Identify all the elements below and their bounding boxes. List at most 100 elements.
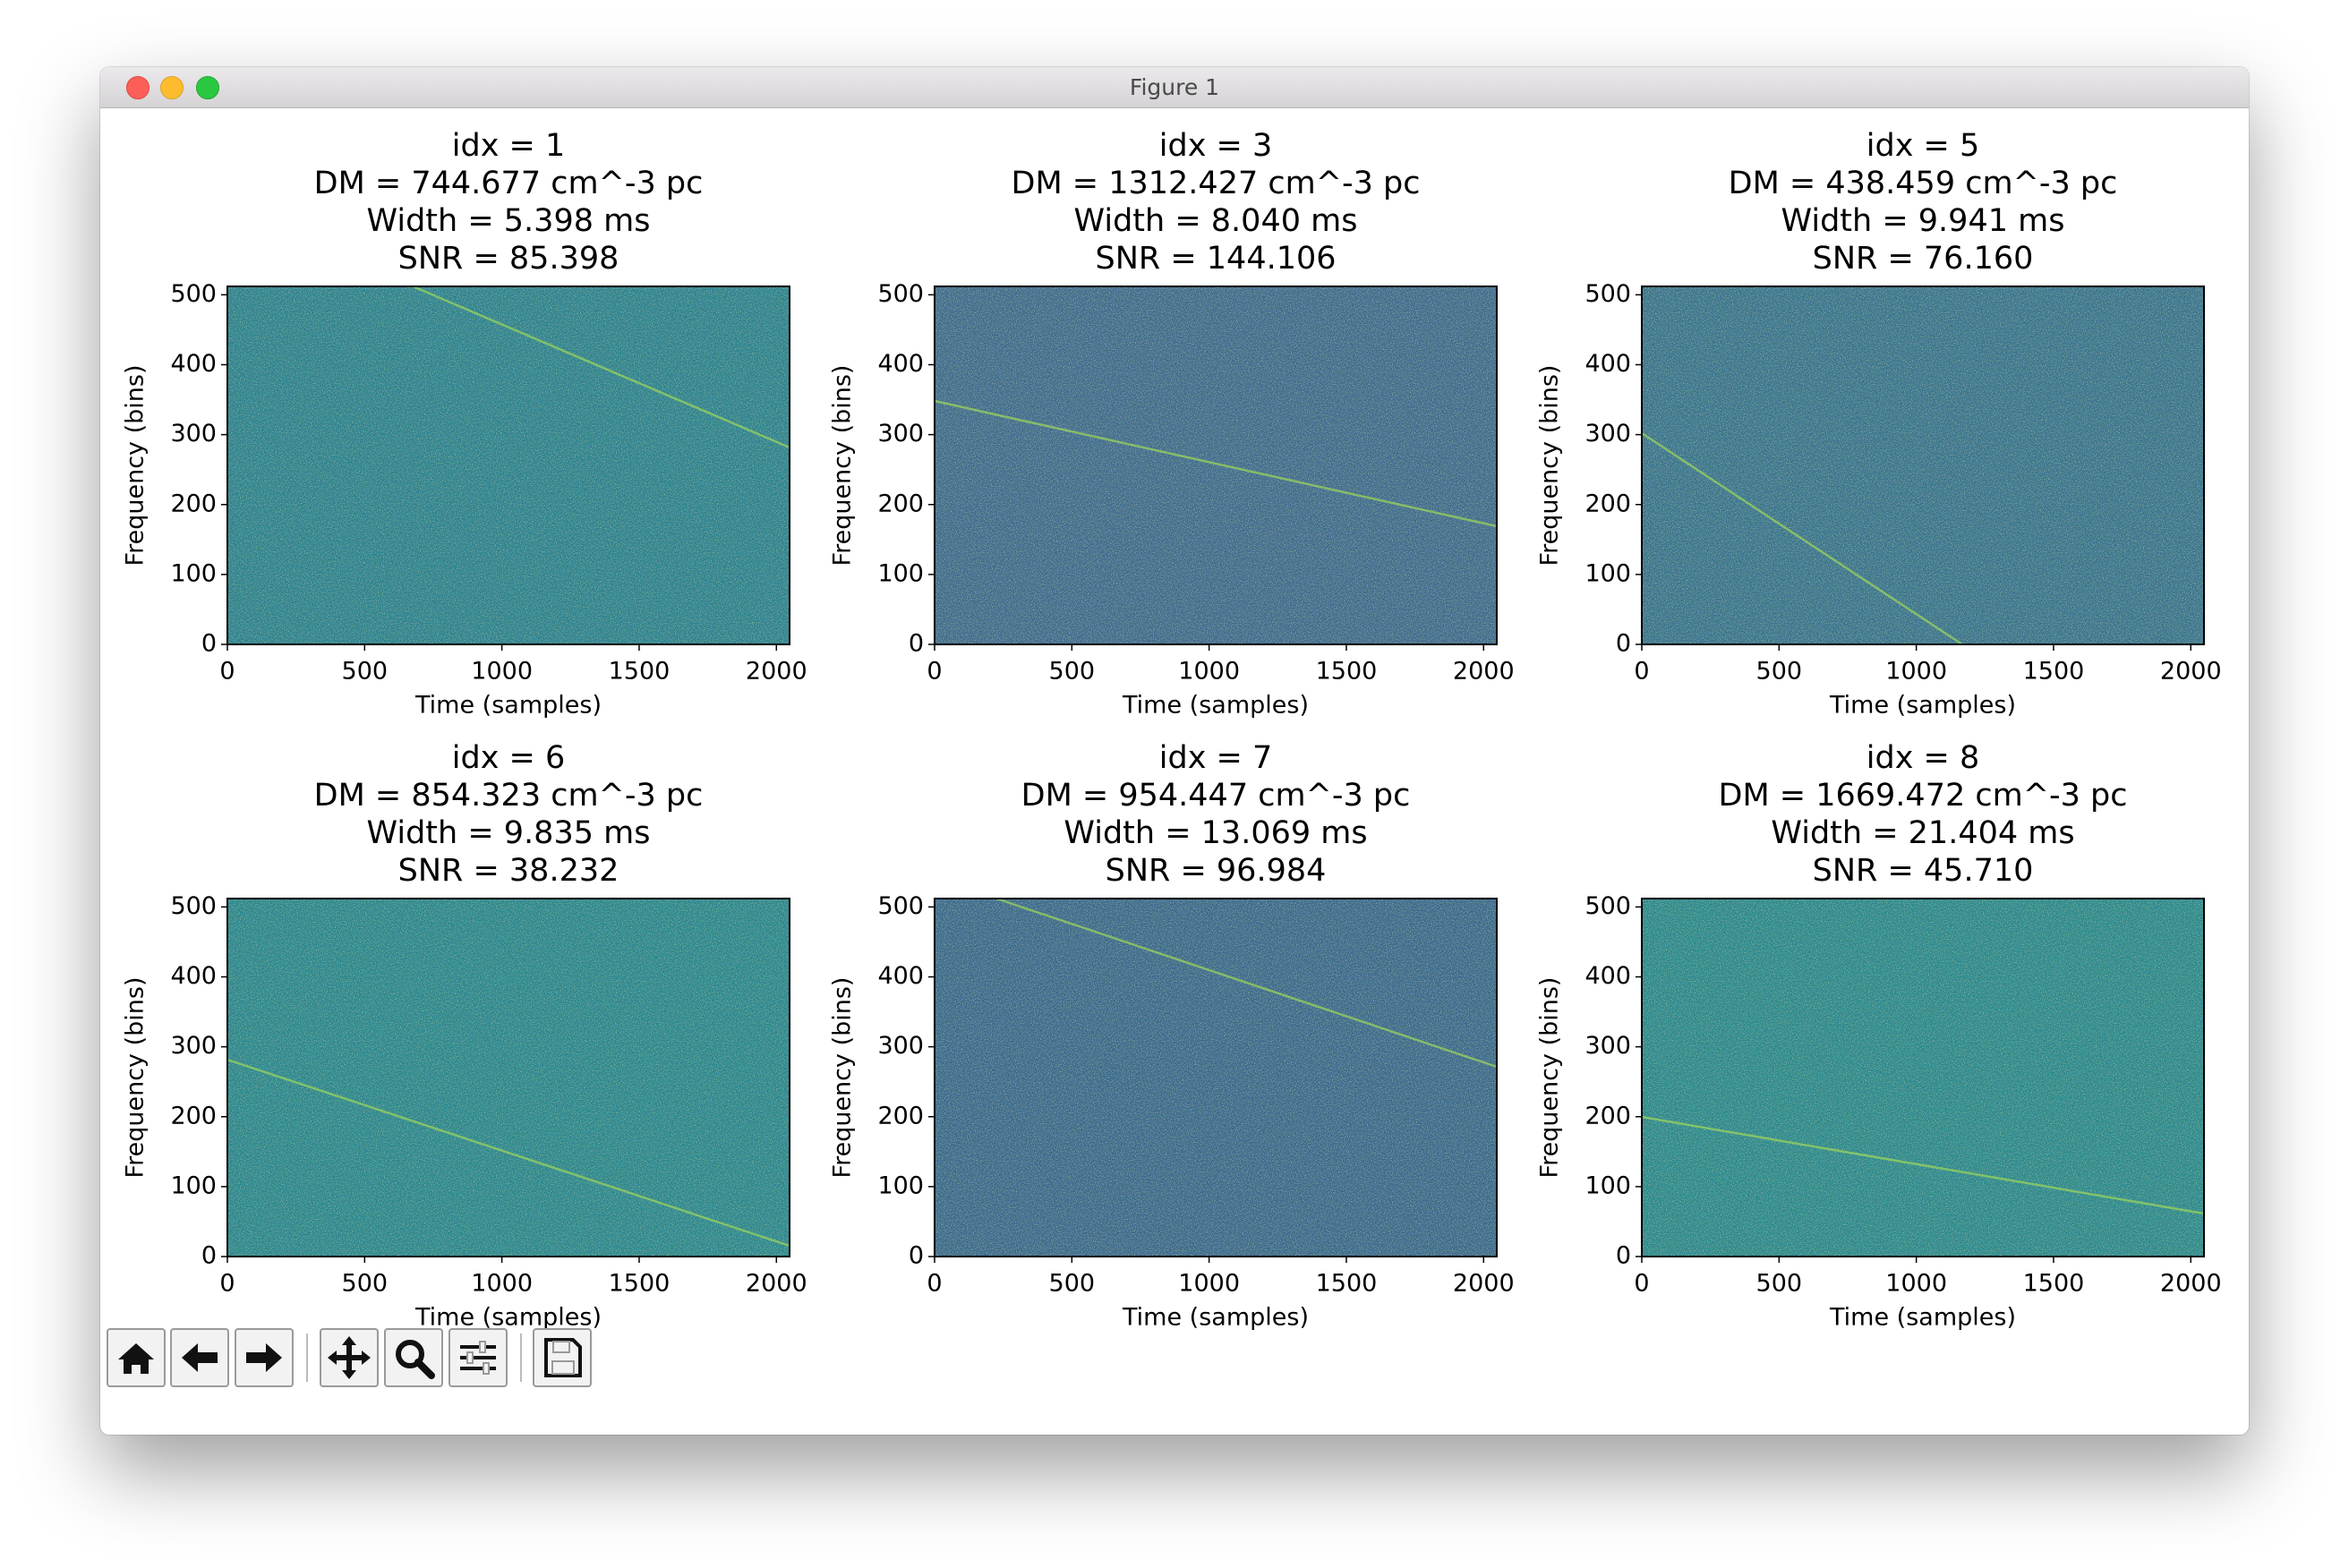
subplot-title: DM = 1312.427 cm^-3 pc <box>1012 166 1421 201</box>
y-tick-label: 300 <box>877 420 924 447</box>
window-title: Figure 1 <box>1129 74 1220 100</box>
y-axis-label: Frequency (bins) <box>122 977 149 1179</box>
toolbar <box>107 1328 592 1387</box>
y-tick-label: 100 <box>1585 559 1631 587</box>
subplot-title: idx = 8 <box>1866 740 1980 776</box>
x-tick-label: 1500 <box>609 1270 671 1298</box>
dispersed-sweep <box>995 897 1498 1069</box>
pan-button[interactable] <box>320 1328 379 1387</box>
heatmap-noise <box>227 899 790 1257</box>
x-tick-label: 2000 <box>2160 658 2222 686</box>
subplot-title: Width = 13.069 ms <box>1063 815 1367 851</box>
y-tick-label: 400 <box>1585 350 1631 378</box>
y-axis-label: Frequency (bins) <box>1536 365 1564 567</box>
close-button[interactable] <box>126 76 149 99</box>
y-tick-label: 400 <box>877 962 924 990</box>
y-tick-label: 500 <box>170 280 217 308</box>
x-tick-label: 0 <box>219 1270 235 1298</box>
y-axis-label: Frequency (bins) <box>1536 977 1564 1179</box>
y-tick-label: 200 <box>1585 1102 1631 1129</box>
title-bar: Figure 1 <box>100 67 2249 108</box>
y-tick-label: 100 <box>877 559 924 587</box>
dispersed-sweep <box>1641 1115 2205 1215</box>
y-tick-label: 200 <box>170 490 217 517</box>
subplot-title: Width = 9.941 ms <box>1781 203 2065 239</box>
subplot-title: DM = 438.459 cm^-3 pc <box>1729 166 2118 201</box>
y-tick-label: 200 <box>877 1102 924 1129</box>
x-tick-label: 1000 <box>1178 1270 1240 1298</box>
back-button[interactable] <box>170 1328 229 1387</box>
subplot-title: idx = 6 <box>452 740 566 776</box>
subplot-title: SNR = 45.710 <box>1813 853 2034 889</box>
y-tick-label: 200 <box>170 1102 217 1129</box>
x-axis-label: Time (samples) <box>1122 1304 1309 1332</box>
y-tick-label: 200 <box>1585 490 1631 517</box>
subplot-title: idx = 3 <box>1159 128 1273 164</box>
save-button[interactable] <box>533 1328 592 1387</box>
y-tick-label: 100 <box>877 1172 924 1199</box>
y-axis-label: Frequency (bins) <box>829 365 857 567</box>
axes-frame <box>226 285 790 645</box>
y-tick-label: 300 <box>170 1032 217 1060</box>
y-tick-label: 200 <box>877 490 924 517</box>
zoom-button[interactable] <box>196 76 219 99</box>
x-tick-label: 0 <box>927 658 942 686</box>
configure-button[interactable] <box>448 1328 508 1387</box>
x-tick-label: 1500 <box>1316 658 1378 686</box>
x-tick-label: 500 <box>1756 1270 1803 1298</box>
forward-button[interactable] <box>235 1328 294 1387</box>
y-tick-label: 400 <box>170 350 217 378</box>
heatmap-noise <box>1642 899 2204 1257</box>
subplot-title: SNR = 76.160 <box>1813 241 2034 277</box>
x-tick-label: 2000 <box>746 1270 807 1298</box>
y-tick-label: 0 <box>201 1242 217 1270</box>
x-tick-label: 1000 <box>471 1270 533 1298</box>
y-tick-label: 0 <box>1616 1242 1631 1270</box>
zoom-rect-button[interactable] <box>384 1328 443 1387</box>
heatmap-noise <box>227 286 790 644</box>
subplot-title: DM = 854.323 cm^-3 pc <box>314 778 704 814</box>
x-tick-label: 1000 <box>471 658 533 686</box>
axes-frame <box>934 285 1498 645</box>
dispersed-sweep <box>1641 431 1963 646</box>
y-tick-label: 0 <box>1616 630 1631 658</box>
y-tick-label: 500 <box>1585 892 1631 920</box>
y-tick-label: 300 <box>877 1032 924 1060</box>
x-tick-label: 500 <box>1756 658 1803 686</box>
x-tick-label: 0 <box>927 1270 942 1298</box>
figure-window: Figure 1 idx = 1 DM = 744.677 cm^-3 pc Wid… <box>100 67 2249 1435</box>
subplot-title: SNR = 96.984 <box>1106 853 1327 889</box>
subplot-title: DM = 744.677 cm^-3 pc <box>314 166 704 201</box>
minimize-button[interactable] <box>160 76 184 99</box>
subplot-title: SNR = 144.106 <box>1095 241 1336 277</box>
subplot-title: Width = 21.404 ms <box>1771 815 2074 851</box>
subplot-title: DM = 1669.472 cm^-3 pc <box>1719 778 2128 814</box>
x-tick-label: 1000 <box>1885 658 1947 686</box>
subplot-title: SNR = 38.232 <box>398 853 619 889</box>
x-tick-label: 1500 <box>1316 1270 1378 1298</box>
x-axis-label: Time (samples) <box>1122 692 1309 720</box>
x-tick-label: 2000 <box>2160 1270 2222 1298</box>
y-tick-label: 0 <box>201 630 217 658</box>
y-axis-label: Frequency (bins) <box>829 977 857 1179</box>
x-tick-label: 2000 <box>1453 1270 1515 1298</box>
subplot-title: Width = 8.040 ms <box>1074 203 1358 239</box>
x-tick-label: 0 <box>1634 1270 1649 1298</box>
subplot-title: Width = 9.835 ms <box>367 815 651 851</box>
subplot-title: idx = 7 <box>1159 740 1273 776</box>
x-tick-label: 500 <box>1049 1270 1096 1298</box>
x-axis-label: Time (samples) <box>414 1304 602 1332</box>
x-tick-label: 1000 <box>1885 1270 1947 1298</box>
y-tick-label: 400 <box>1585 962 1631 990</box>
y-tick-label: 500 <box>1585 280 1631 308</box>
x-tick-label: 2000 <box>746 658 807 686</box>
home-button[interactable] <box>107 1328 166 1387</box>
x-tick-label: 2000 <box>1453 658 1515 686</box>
x-tick-label: 1000 <box>1178 658 1240 686</box>
